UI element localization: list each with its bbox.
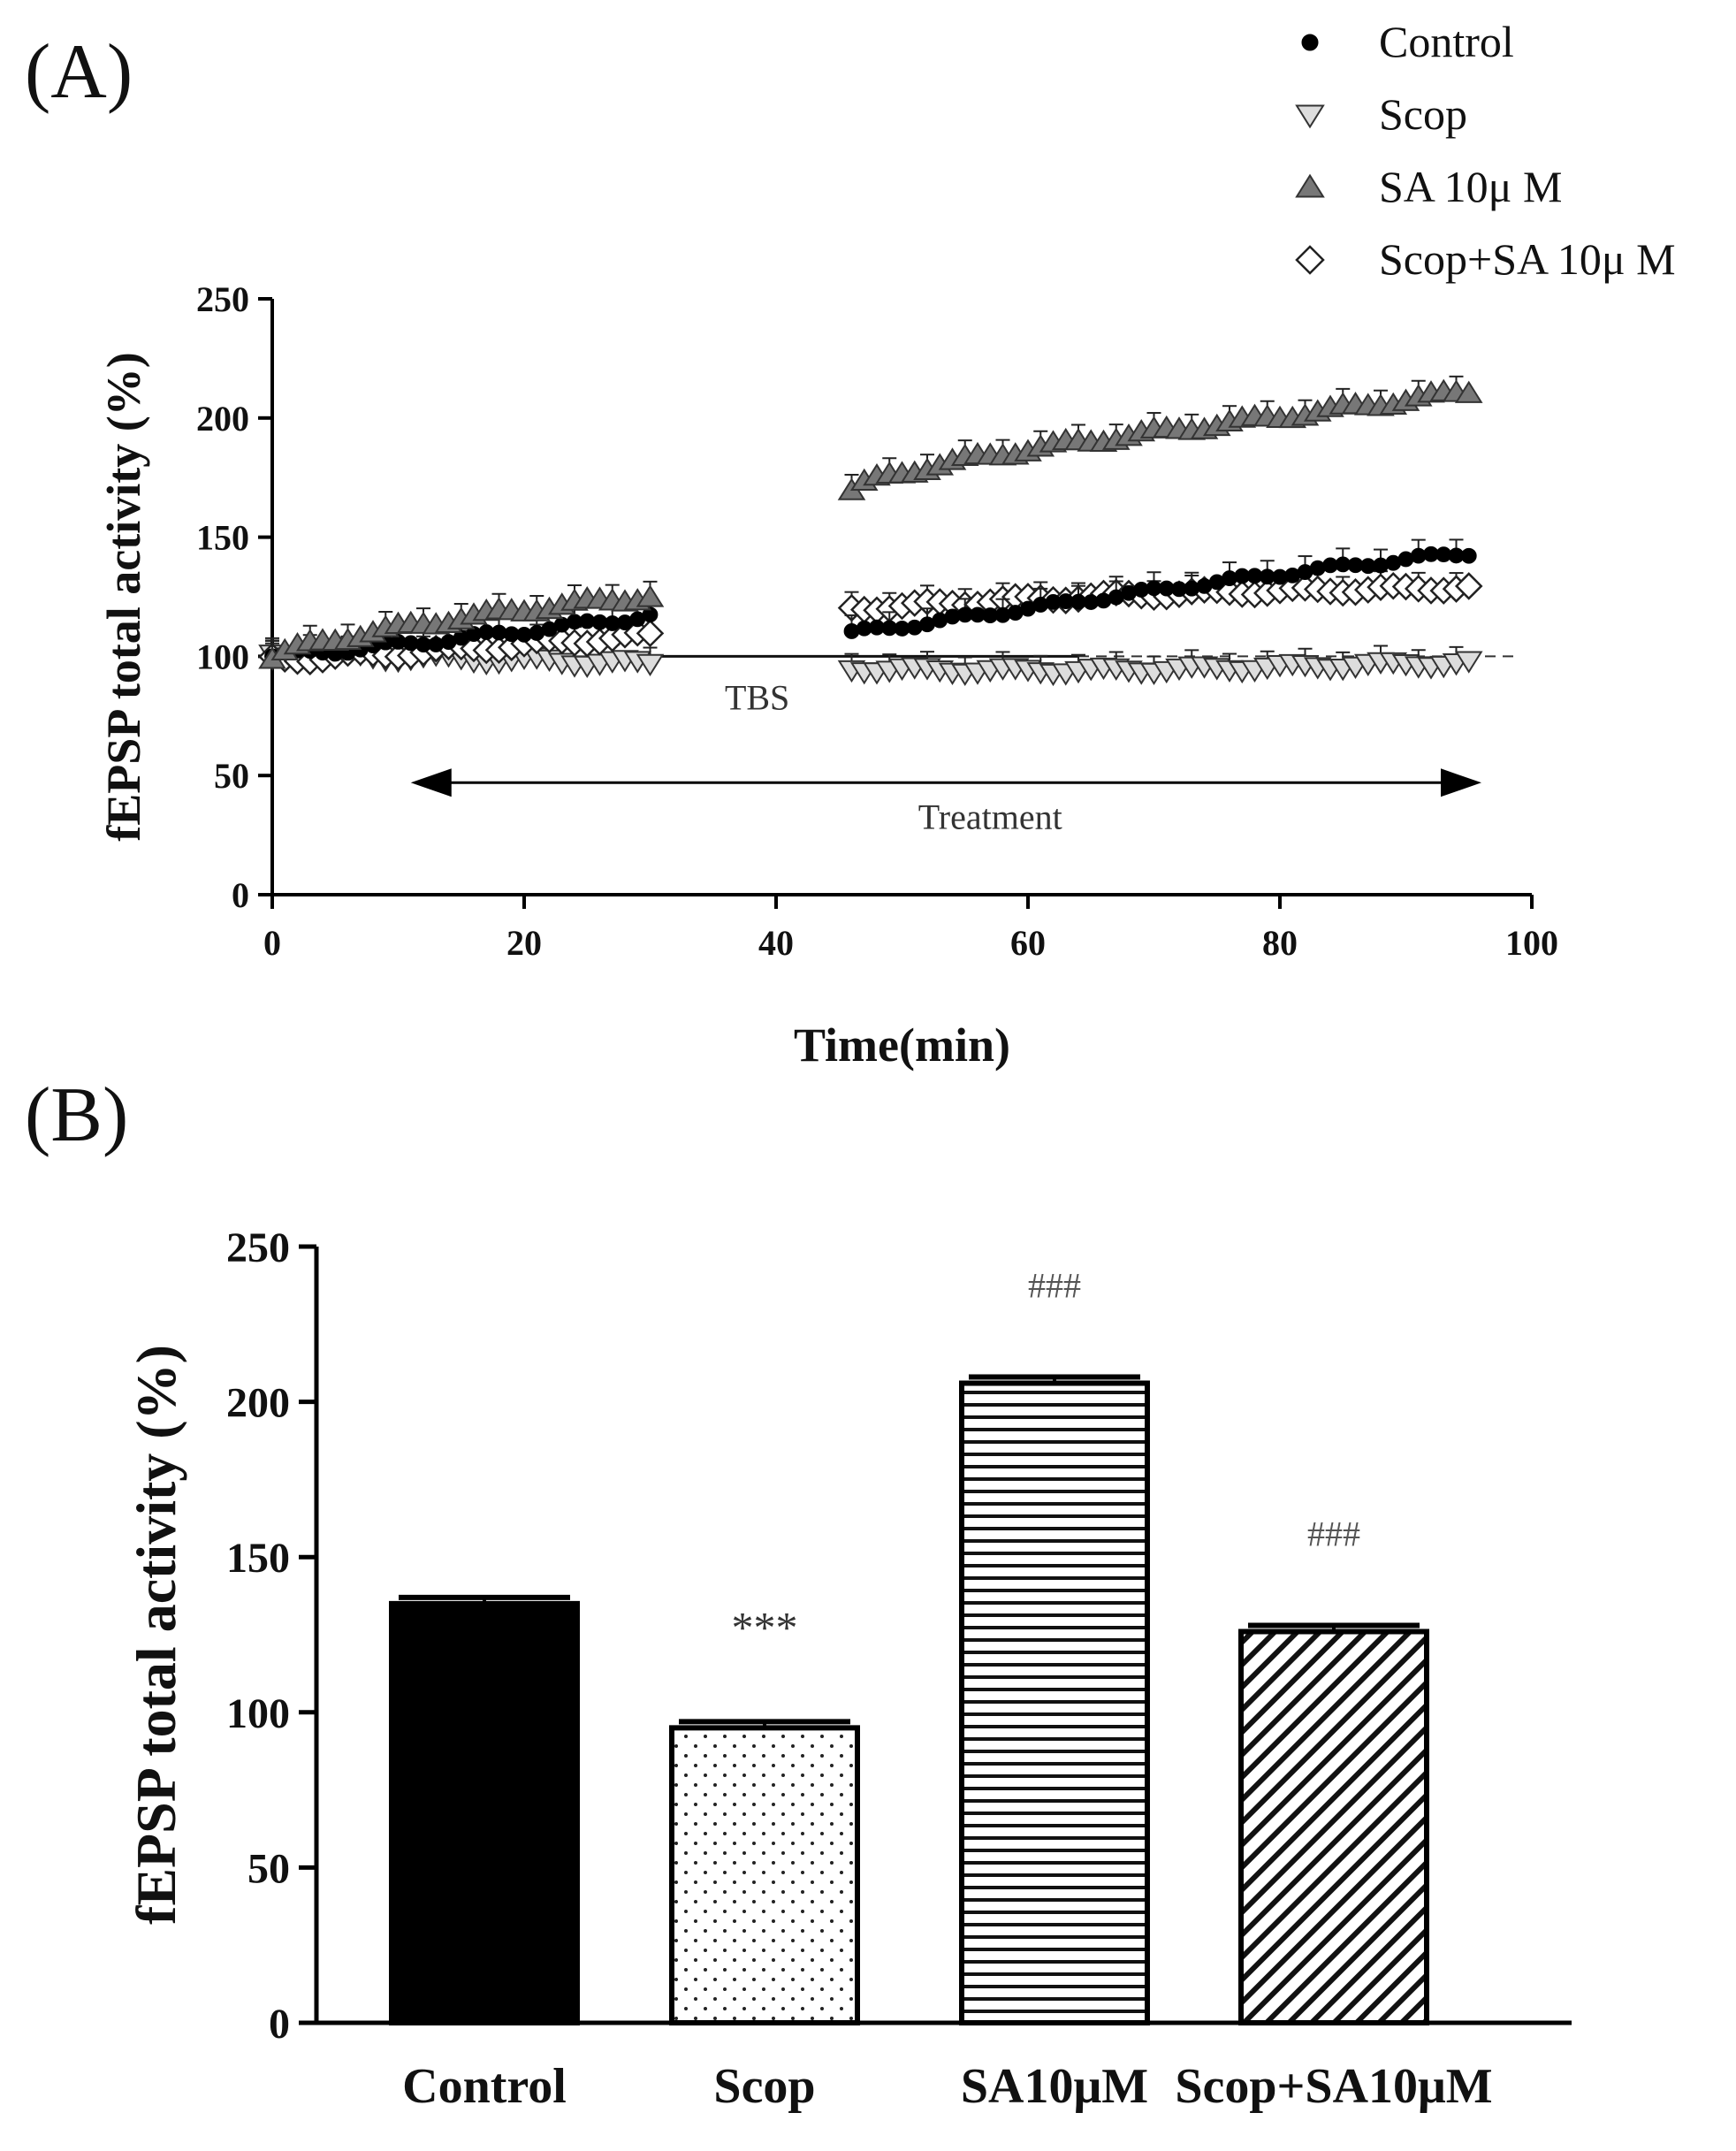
panel-b-label: (B): [25, 1072, 128, 1158]
data-points: [258, 375, 1483, 687]
bars: Control Scop *** SA10μM ### Scop+SA10μM ###: [389, 1266, 1493, 2114]
bar-scop: [669, 1725, 860, 2025]
treatment-arrow-left-head: [410, 768, 452, 797]
y-tick-label: 100: [196, 637, 249, 676]
y-tick-label: 0: [232, 875, 249, 915]
y-tick-label: 150: [226, 1535, 290, 1582]
y-tick-label: 250: [196, 279, 249, 319]
legend-entry: Control: [1379, 17, 1514, 66]
x-tick-label: 40: [758, 923, 794, 963]
data-point: [636, 584, 665, 607]
y-tick-label: 200: [226, 1380, 290, 1427]
data-point: [1460, 547, 1477, 564]
legend-entry: Scop: [1379, 89, 1467, 139]
axes: 0 50 100 150 200 250: [226, 1224, 1572, 2048]
data-point: [1454, 651, 1483, 674]
data-point: [636, 619, 665, 648]
legend-entry: Scop+SA 10μ M: [1379, 234, 1676, 284]
x-tick-label: 0: [263, 923, 281, 963]
series-0: [264, 538, 1477, 665]
data-point: [1454, 572, 1483, 600]
panel-a-label: (A): [25, 29, 133, 115]
x-tick-label: 20: [506, 923, 542, 963]
y-tick-label: 100: [226, 1690, 290, 1737]
x-axis-title: Time(min): [794, 1018, 1010, 1072]
series-2: [258, 375, 1483, 669]
data-point: [1454, 380, 1483, 403]
significance-marker: ***: [732, 1602, 798, 1651]
treatment-arrow-right-head: [1441, 768, 1481, 797]
time-course-chart: Control Scop SA 10μ M Scop+SA 10μ M 0 50 100 1…: [97, 17, 1676, 1072]
y-tick-label: 0: [269, 2001, 290, 2048]
category-label: Scop+SA10μM: [1175, 2059, 1492, 2114]
category-label: Control: [402, 2059, 567, 2114]
legend-entry: SA 10μ M: [1379, 162, 1562, 211]
bar-control: [389, 1600, 580, 2025]
y-tick-label: 150: [196, 518, 249, 558]
y-axis-title: fEPSP total activity (%): [125, 1345, 187, 1925]
y-tick-label: 250: [226, 1224, 290, 1271]
legend-marker: [1295, 104, 1325, 129]
category-label: Scop: [713, 2059, 815, 2114]
y-tick-label: 50: [247, 1845, 290, 1892]
legend-marker: [1295, 173, 1325, 198]
x-tick-label: 100: [1505, 923, 1558, 963]
x-tick-label: 60: [1010, 923, 1046, 963]
y-tick-label: 200: [196, 399, 249, 439]
data-point: [642, 606, 659, 623]
bar-chart: 0 50 100 150 200 250 Control Scop *** SA10μM ### S…: [125, 1224, 1572, 2114]
legend-marker: [1295, 245, 1325, 275]
data-point: [636, 653, 665, 677]
y-tick-label: 50: [214, 756, 249, 796]
y-axis-title: fEPSP total activity (%): [97, 352, 150, 841]
bar-sa10-m: [959, 1380, 1150, 2025]
legend-marker: [1301, 34, 1319, 51]
category-label: SA10μM: [961, 2059, 1148, 2114]
treatment-annotation: Treatment: [918, 797, 1062, 836]
x-tick-label: 80: [1262, 923, 1298, 963]
legend: Control Scop SA 10μ M Scop+SA 10μ M: [1295, 17, 1676, 284]
significance-marker: ###: [1028, 1266, 1081, 1306]
axes: 0 50 100 150 200 250 0 20 40 60 80 100: [196, 279, 1558, 963]
significance-marker: ###: [1307, 1514, 1360, 1553]
tbs-annotation: TBS: [725, 677, 789, 717]
bar-scop-sa10-m: [1238, 1629, 1429, 2026]
